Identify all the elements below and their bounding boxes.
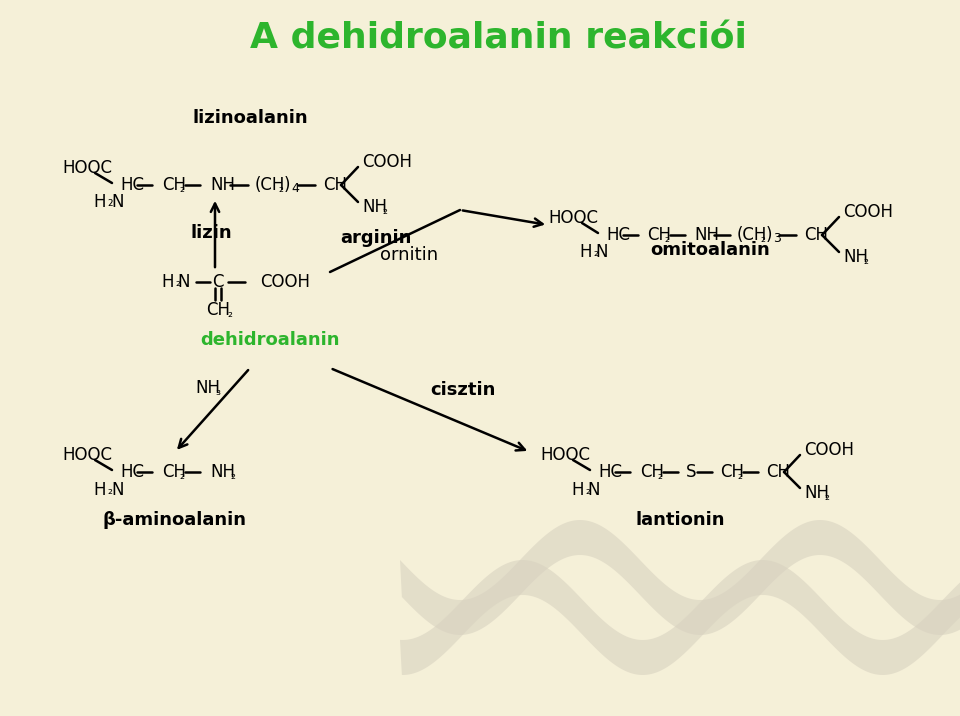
Text: N: N xyxy=(596,243,609,261)
Text: C: C xyxy=(212,273,224,291)
Text: HOOC: HOOC xyxy=(62,446,112,464)
Text: COOH: COOH xyxy=(843,203,893,221)
Text: H: H xyxy=(161,273,175,291)
PathPatch shape xyxy=(400,520,960,635)
Text: HOOC: HOOC xyxy=(548,209,598,227)
Text: ₂: ₂ xyxy=(230,468,235,481)
Text: ): ) xyxy=(766,226,773,244)
Text: H: H xyxy=(94,481,107,499)
Text: CH: CH xyxy=(720,463,744,481)
Text: COOH: COOH xyxy=(362,153,412,171)
Text: 3: 3 xyxy=(773,231,780,244)
Text: HC: HC xyxy=(598,463,622,481)
Text: ₂: ₂ xyxy=(664,231,669,244)
Text: ₂: ₂ xyxy=(108,195,112,209)
Text: (CH: (CH xyxy=(737,226,767,244)
Text: COOH: COOH xyxy=(260,273,310,291)
Text: ₂: ₂ xyxy=(176,276,180,289)
Text: arginin: arginin xyxy=(340,229,412,247)
Text: CH: CH xyxy=(804,226,828,244)
Text: HC: HC xyxy=(606,226,630,244)
Text: HC: HC xyxy=(120,176,144,194)
Text: ₂: ₂ xyxy=(179,468,184,481)
PathPatch shape xyxy=(400,560,960,675)
Text: ₂: ₂ xyxy=(760,231,765,244)
Text: ₂: ₂ xyxy=(863,253,868,266)
Text: A dehidroalanin reakciói: A dehidroalanin reakciói xyxy=(250,21,747,55)
Text: H: H xyxy=(580,243,592,261)
Text: 4: 4 xyxy=(291,181,299,195)
Text: H: H xyxy=(572,481,585,499)
Text: lizinoalanin: lizinoalanin xyxy=(192,109,308,127)
Text: CH: CH xyxy=(162,463,186,481)
Text: (CH: (CH xyxy=(255,176,285,194)
Text: ₂: ₂ xyxy=(382,203,387,216)
Text: cisztin: cisztin xyxy=(430,381,495,399)
Text: CH: CH xyxy=(640,463,664,481)
Text: NH: NH xyxy=(195,379,220,397)
Text: N: N xyxy=(588,481,600,499)
Text: ornitin: ornitin xyxy=(380,246,438,264)
Text: ₃: ₃ xyxy=(215,384,220,397)
Text: HOOC: HOOC xyxy=(540,446,590,464)
Text: CH: CH xyxy=(162,176,186,194)
Text: S: S xyxy=(686,463,697,481)
Text: ₂: ₂ xyxy=(737,468,742,481)
Text: ₂: ₂ xyxy=(657,468,662,481)
Text: NH: NH xyxy=(210,463,235,481)
Text: CH: CH xyxy=(323,176,347,194)
Text: NH: NH xyxy=(210,176,235,194)
Text: dehidroalanin: dehidroalanin xyxy=(200,331,340,349)
Text: H: H xyxy=(94,193,107,211)
Text: ₂: ₂ xyxy=(593,246,598,258)
Text: NH: NH xyxy=(804,484,829,502)
Text: HOOC: HOOC xyxy=(62,159,112,177)
Text: NH: NH xyxy=(694,226,719,244)
Text: ₂: ₂ xyxy=(228,306,232,319)
Text: N: N xyxy=(111,481,124,499)
Text: CH: CH xyxy=(766,463,790,481)
Text: ₂: ₂ xyxy=(179,181,184,195)
Text: HC: HC xyxy=(120,463,144,481)
Text: ₂: ₂ xyxy=(108,483,112,496)
Text: N: N xyxy=(111,193,124,211)
Text: NH: NH xyxy=(843,248,868,266)
Text: lizin: lizin xyxy=(190,224,231,242)
Text: ): ) xyxy=(284,176,291,194)
Text: omitoalanin: omitoalanin xyxy=(650,241,770,259)
Text: β-aminoalanin: β-aminoalanin xyxy=(103,511,247,529)
Text: COOH: COOH xyxy=(804,441,854,459)
Text: ₂: ₂ xyxy=(824,490,829,503)
Text: lantionin: lantionin xyxy=(636,511,725,529)
Text: N: N xyxy=(178,273,190,291)
Text: ₂: ₂ xyxy=(278,181,283,195)
Text: CH: CH xyxy=(206,301,230,319)
Text: ₂: ₂ xyxy=(586,483,590,496)
Text: CH: CH xyxy=(647,226,671,244)
Text: NH: NH xyxy=(362,198,387,216)
